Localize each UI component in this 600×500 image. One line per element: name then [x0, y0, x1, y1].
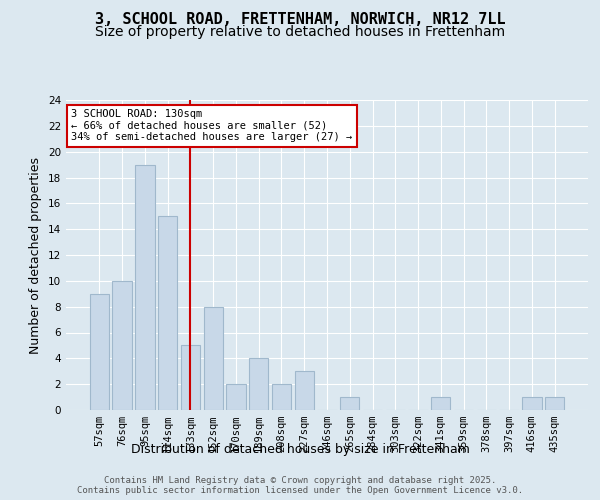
Y-axis label: Number of detached properties: Number of detached properties [29, 156, 43, 354]
Bar [545, 397, 564, 410]
Bar [90, 294, 109, 410]
Text: Distribution of detached houses by size in Frettenham: Distribution of detached houses by size … [131, 442, 469, 456]
Bar [158, 216, 178, 410]
Bar [226, 384, 245, 410]
Bar [249, 358, 268, 410]
Bar [295, 371, 314, 410]
Bar [340, 397, 359, 410]
Bar [272, 384, 291, 410]
Bar [181, 346, 200, 410]
Bar [522, 397, 542, 410]
Text: 3, SCHOOL ROAD, FRETTENHAM, NORWICH, NR12 7LL: 3, SCHOOL ROAD, FRETTENHAM, NORWICH, NR1… [95, 12, 505, 28]
Bar [112, 281, 132, 410]
Bar [431, 397, 451, 410]
Text: 3 SCHOOL ROAD: 130sqm
← 66% of detached houses are smaller (52)
34% of semi-deta: 3 SCHOOL ROAD: 130sqm ← 66% of detached … [71, 110, 352, 142]
Text: Contains HM Land Registry data © Crown copyright and database right 2025.
Contai: Contains HM Land Registry data © Crown c… [77, 476, 523, 495]
Bar [203, 306, 223, 410]
Text: Size of property relative to detached houses in Frettenham: Size of property relative to detached ho… [95, 25, 505, 39]
Bar [135, 164, 155, 410]
